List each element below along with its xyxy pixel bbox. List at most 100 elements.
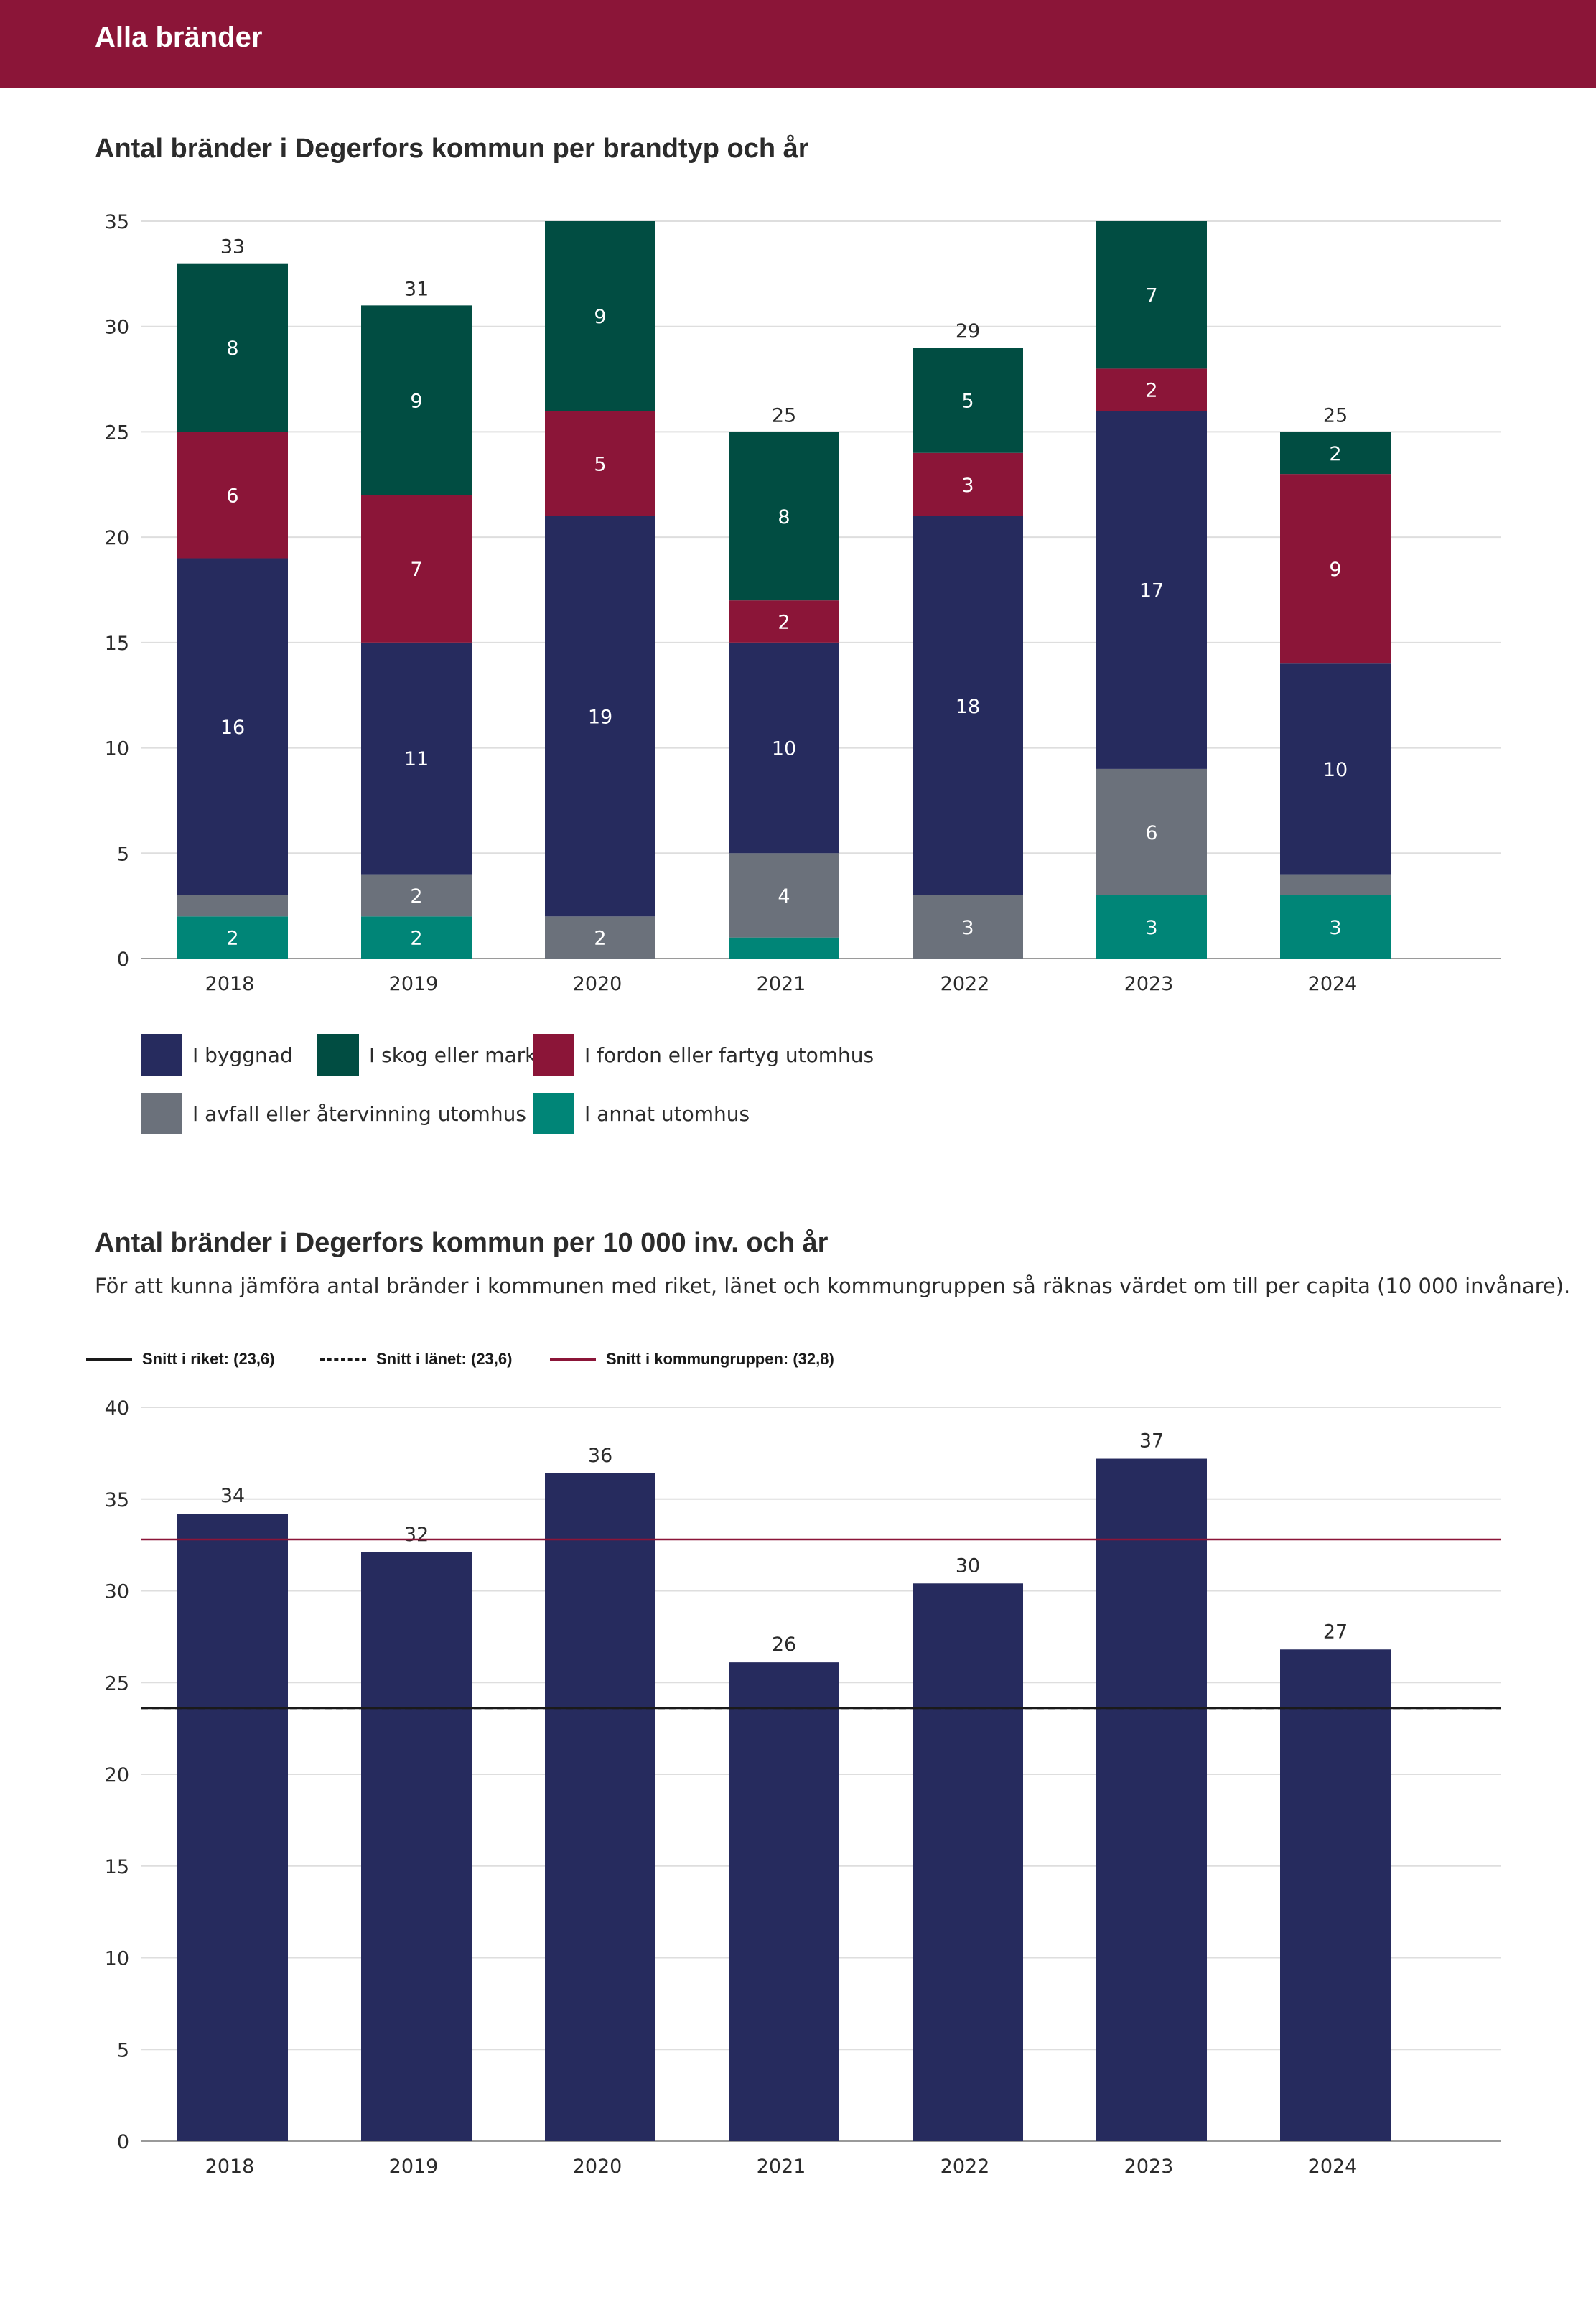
bar-segment-annat <box>1096 895 1207 959</box>
y-tick-label: 35 <box>105 211 129 233</box>
legend-swatch-fordon <box>533 1034 574 1076</box>
segment-value-label: 17 <box>1139 580 1164 602</box>
bar-segment-annat <box>1280 895 1391 959</box>
segment-value-label: 2 <box>594 928 606 950</box>
bar <box>545 1473 655 2141</box>
bar-value-label: 30 <box>956 1555 980 1577</box>
x-tick-label: 2023 <box>1124 2155 1174 2178</box>
segment-value-label: 8 <box>778 506 790 528</box>
bar-segment-skog <box>361 305 472 495</box>
segment-value-label: 4 <box>778 885 790 908</box>
bar-segment-annat <box>729 937 839 959</box>
bar-value-label: 27 <box>1323 1621 1348 1643</box>
chart2-subtitle: För att kunna jämföra antal bränder i ko… <box>95 1274 1571 1298</box>
bar-segment-fordon <box>361 495 472 643</box>
bar-segment-fordon <box>1280 474 1391 664</box>
header-title: Alla bränder <box>95 22 263 53</box>
legend-item-fordon: I fordon eller fartyg utomhus <box>533 1034 874 1076</box>
stacked-bar-chart: 0510152025303521668332018221179312019219… <box>105 211 1501 995</box>
bar <box>729 1662 839 2141</box>
x-tick-label: 2020 <box>573 973 622 995</box>
page-header: Alla bränder <box>0 0 1596 88</box>
segment-value-label: 9 <box>1329 559 1341 581</box>
segment-value-label: 5 <box>594 453 606 475</box>
ref-legend-label: Snitt i kommungruppen: (32,8) <box>606 1350 834 1368</box>
x-tick-label: 2019 <box>389 2155 439 2178</box>
legend-swatch-byggnad <box>141 1034 182 1076</box>
y-tick-label: 40 <box>105 1397 129 1420</box>
ref-legend-kommungrupp: Snitt i kommungruppen: (32,8) <box>550 1350 834 1369</box>
segment-value-label: 2 <box>226 928 238 950</box>
bar-segment-avfall <box>1280 874 1391 895</box>
segment-value-label: 16 <box>220 717 245 739</box>
chart1-title: Antal bränder i Degerfors kommun per bra… <box>95 134 809 164</box>
bar-segment-byggnad <box>361 642 472 875</box>
bar-segment-byggnad <box>1096 411 1207 769</box>
y-tick-label: 25 <box>105 421 129 444</box>
legend-label: I byggnad <box>192 1043 293 1067</box>
y-tick-label: 10 <box>105 738 129 760</box>
chart2-title: Antal bränder i Degerfors kommun per 10 … <box>95 1228 829 1258</box>
bar-segment-avfall <box>913 895 1023 959</box>
segment-value-label: 11 <box>404 748 429 770</box>
bar-value-label: 34 <box>220 1485 245 1507</box>
legend-label: I skog eller mark <box>369 1043 537 1067</box>
x-tick-label: 2020 <box>573 2155 622 2178</box>
y-tick-label: 15 <box>105 1856 129 1878</box>
x-tick-label: 2018 <box>205 2155 255 2178</box>
bar-segment-avfall <box>177 895 288 917</box>
bar-segment-annat <box>361 916 472 959</box>
bar-segment-avfall <box>1096 768 1207 895</box>
x-tick-label: 2018 <box>205 973 255 995</box>
segment-value-label: 9 <box>594 306 606 328</box>
legend-item-avfall: I avfall eller återvinning utomhus <box>141 1093 526 1134</box>
bar-segment-skog <box>729 432 839 601</box>
segment-value-label: 2 <box>778 612 790 634</box>
bar <box>1096 1458 1207 2141</box>
segment-value-label: 2 <box>410 928 422 950</box>
segment-value-label: 3 <box>1329 917 1341 939</box>
y-tick-label: 15 <box>105 633 129 655</box>
bar-segment-skog <box>545 221 655 411</box>
total-label: 31 <box>404 278 429 300</box>
legend-item-byggnad: I byggnad <box>141 1034 293 1076</box>
total-label: 25 <box>772 404 796 427</box>
bar <box>1280 1649 1391 2141</box>
y-tick-label: 35 <box>105 1489 129 1511</box>
y-tick-label: 25 <box>105 1672 129 1695</box>
bar-segment-byggnad <box>1280 663 1391 875</box>
segment-value-label: 5 <box>961 390 974 412</box>
total-label: 33 <box>220 236 245 258</box>
bar <box>913 1583 1023 2141</box>
y-tick-label: 20 <box>105 1764 129 1786</box>
bar-segment-fordon <box>177 432 288 559</box>
bar-value-label: 36 <box>588 1445 612 1467</box>
bar-segment-fordon <box>913 452 1023 516</box>
x-tick-label: 2023 <box>1124 973 1174 995</box>
legend-swatch-annat <box>533 1093 574 1134</box>
y-tick-label: 30 <box>105 317 129 339</box>
legend-label: I annat utomhus <box>584 1101 750 1126</box>
segment-value-label: 10 <box>772 738 796 760</box>
legend-label: I fordon eller fartyg utomhus <box>584 1043 874 1067</box>
y-tick-label: 5 <box>117 843 129 865</box>
segment-value-label: 19 <box>588 707 612 729</box>
legend-item-annat: I annat utomhus <box>533 1093 750 1134</box>
x-tick-label: 2019 <box>389 973 439 995</box>
y-tick-label: 10 <box>105 1948 129 1970</box>
segment-value-label: 3 <box>961 475 974 497</box>
y-tick-label: 5 <box>117 2039 129 2061</box>
legend-swatch-skog <box>317 1034 359 1076</box>
segment-value-label: 9 <box>410 390 422 412</box>
bar <box>177 1514 288 2141</box>
segment-value-label: 3 <box>961 917 974 939</box>
ref-legend-lanet: Snitt i länet: (23,6) <box>320 1350 512 1369</box>
chart1-legend: I byggnad I skog eller mark I fordon ell… <box>141 1034 1002 1142</box>
ref-legend-riket: Snitt i riket: (23,6) <box>86 1350 275 1369</box>
x-tick-label: 2024 <box>1308 973 1358 995</box>
per-capita-bar-chart: 0 5 10 15 20 25 30 35 40 34 2018 32 2019 36 2020 26 2021… <box>105 1397 1501 2178</box>
bar-segment-avfall <box>545 916 655 959</box>
bar-segment-fordon <box>729 600 839 643</box>
bar-segment-avfall <box>729 853 839 938</box>
legend-swatch-avfall <box>141 1093 182 1134</box>
